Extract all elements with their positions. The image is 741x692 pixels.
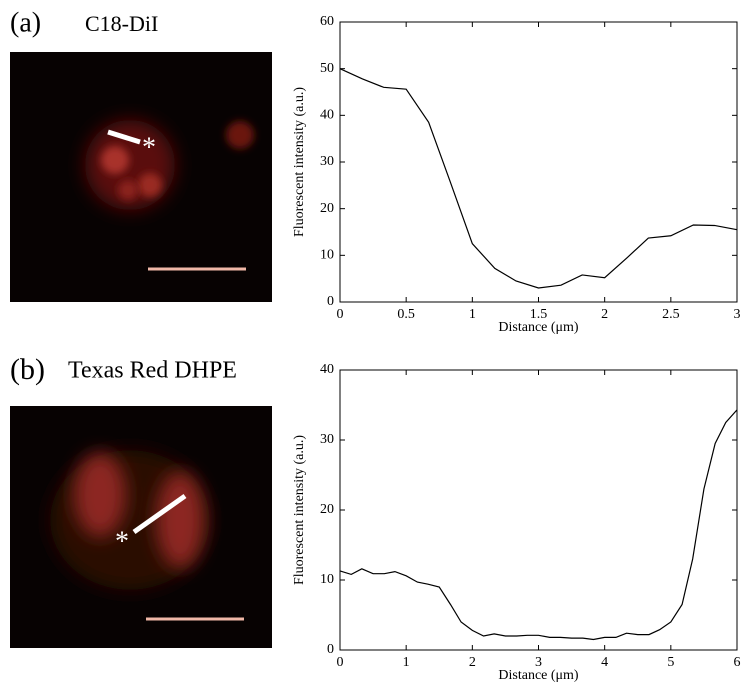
image-marker: * [142,132,156,163]
x-tick-label: 3 [734,307,741,322]
data-line [339,409,738,641]
y-tick-label: 40 [320,362,334,377]
x-tick-label: 2 [469,655,476,670]
x-tick-label: 5 [667,655,674,670]
x-tick-label: 1 [403,655,410,670]
y-tick-label: 60 [320,14,334,29]
y-tick-label: 40 [320,108,334,123]
y-tick-label: 20 [320,201,334,216]
y-tick-label: 30 [320,432,334,447]
y-tick-label: 50 [320,61,334,76]
x-tick-label: 1.5 [530,307,548,322]
x-tick-label: 1 [469,307,476,322]
image-marker: * [115,526,129,557]
micrograph [10,52,272,302]
x-axis-label: Distance (μm) [498,668,579,683]
x-tick-label: 0 [337,655,344,670]
y-tick-label: 10 [320,572,334,587]
y-axis-label: Fluorescent intensity (a.u.) [292,87,307,237]
x-tick-label: 3 [535,655,542,670]
panel-label: (b) [10,353,45,386]
plot-frame [339,369,738,651]
micrograph [10,406,272,648]
x-tick-label: 4 [601,655,608,670]
y-tick-label: 0 [327,642,334,657]
y-tick-label: 10 [320,248,334,263]
x-tick-label: 6 [734,655,741,670]
plot-frame [339,21,738,303]
data-line [339,68,738,289]
x-tick-label: 2 [601,307,608,322]
x-axis-label: Distance (μm) [498,320,579,335]
x-tick-label: 0 [337,307,344,322]
panel-title: C18-DiI [85,11,158,36]
y-tick-label: 20 [320,502,334,517]
panel-title: Texas Red DHPE [68,358,237,384]
panel-label: (a) [10,7,41,38]
y-tick-label: 0 [327,294,334,309]
x-tick-label: 2.5 [662,307,680,322]
y-tick-label: 30 [320,154,334,169]
y-axis-label: Fluorescent intensity (a.u.) [292,435,307,585]
x-tick-label: 0.5 [397,307,415,322]
